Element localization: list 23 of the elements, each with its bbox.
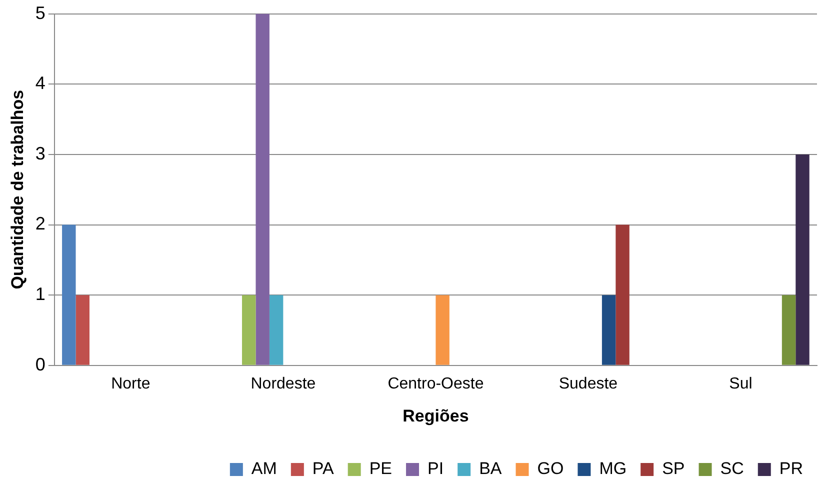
legend-label: AM — [251, 459, 277, 478]
y-tick-label: 5 — [35, 2, 46, 23]
y-tick-label: 2 — [35, 214, 46, 234]
legend-label: PE — [369, 459, 392, 478]
legend-label: BA — [479, 459, 502, 478]
x-tick-label: Norte — [111, 375, 150, 392]
y-tick-label: 0 — [35, 354, 46, 374]
legend-label: PA — [312, 459, 335, 478]
legend-label: SC — [720, 459, 744, 478]
legend-label: PR — [779, 459, 804, 478]
legend-label: GO — [537, 459, 564, 478]
y-tick-label: 1 — [35, 284, 46, 304]
x-axis-title: Regiões — [402, 406, 469, 426]
legend-label: PI — [428, 459, 444, 478]
legend-label: MG — [599, 459, 627, 478]
y-tick-label: 4 — [35, 73, 46, 94]
x-tick-label: Centro-Oeste — [388, 375, 484, 392]
legend-label: SP — [662, 459, 685, 478]
x-tick-label: Sudeste — [558, 375, 618, 392]
x-tick-label: Sul — [729, 375, 752, 392]
x-tick-label: Nordeste — [250, 375, 316, 392]
y-tick-label: 3 — [35, 143, 46, 164]
y-axis-title: Quantidade de trabalhos — [8, 90, 27, 290]
